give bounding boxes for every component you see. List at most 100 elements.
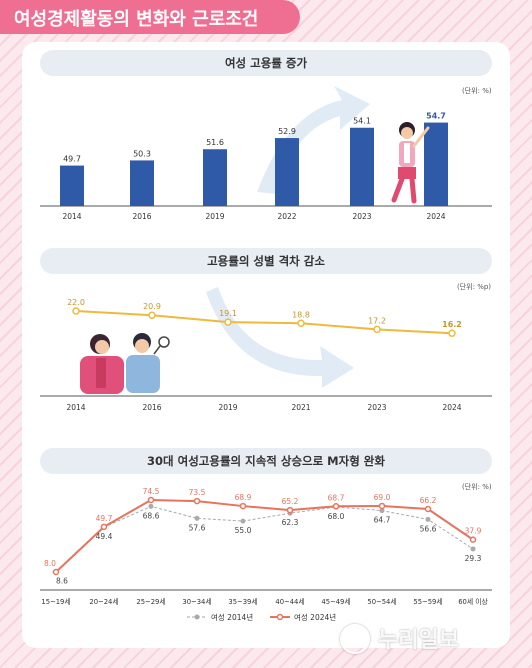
chart3-x-tick: 35~39세	[228, 597, 257, 606]
chart3-point-2024	[52, 568, 60, 576]
chart3-x-tick: 45~49세	[321, 597, 350, 606]
chart3-data-label-2014: 57.6	[189, 523, 206, 532]
chart3-data-label-2014: 62.3	[282, 518, 299, 527]
watermark: NR 누리일보	[336, 618, 516, 658]
chart3-point-2024	[424, 505, 432, 513]
chart3-unit: (단위: %)	[462, 483, 492, 491]
chart1-data-label: 50.3	[133, 149, 151, 158]
chart2-data-label: 20.9	[143, 302, 161, 311]
chart3-data-label-2024: 73.5	[189, 488, 206, 497]
illustration-arm	[412, 126, 430, 148]
chart3-data-label-2014: 49.4	[96, 532, 113, 541]
legend-2014-marker	[194, 614, 200, 620]
chart3-point-2024	[100, 523, 108, 531]
chart3-x-tick: 40~44세	[275, 597, 304, 606]
chart3-data-label-2024: 69.0	[374, 493, 391, 502]
chart3-data-label-2024: 8.0	[44, 559, 56, 568]
chart3-point-2014	[148, 503, 154, 509]
chart2-point	[297, 319, 305, 328]
illustration-shirt	[96, 358, 106, 388]
chart1-bar	[350, 127, 374, 206]
chart2-data-label: 17.2	[368, 316, 386, 325]
chart1-data-label: 54.1	[353, 117, 371, 126]
chart3-x-tick: 60세 이상	[458, 597, 488, 606]
legend-2024-marker	[276, 613, 284, 621]
watermark-logo: NR	[340, 624, 370, 654]
chart3-x-tick: 25~29세	[136, 597, 165, 606]
chart3-data-label-2014: 64.7	[374, 516, 391, 525]
illustration-shirt	[404, 143, 410, 163]
chart1-bar	[60, 165, 84, 206]
legend-2024-label: 여성 2024년	[294, 612, 336, 622]
watermark-text: 누리일보	[378, 628, 459, 653]
chart3-point-2024	[332, 503, 340, 510]
decrease-arrow-decoration	[206, 287, 354, 388]
chart2-line	[75, 310, 453, 335]
chart1-x-tick: 2019	[205, 212, 224, 221]
chart2-x-tick: 2021	[291, 403, 310, 412]
chart3-line-2014	[55, 505, 474, 572]
illustration-face	[401, 127, 413, 139]
chart1-x-tick: 2014	[62, 212, 81, 221]
chart3-point-2024	[469, 536, 477, 543]
chart3-x-tick: 15~19세	[41, 597, 70, 606]
chart1-title: 여성 고용률 증가	[40, 50, 492, 76]
chart2-data-label: 22.0	[67, 298, 85, 307]
chart3-point-2014	[470, 546, 476, 552]
chart2-x-tick: 2024	[442, 403, 461, 412]
chart2-data-label: 16.2	[442, 320, 462, 329]
illustration-skirt	[398, 167, 416, 179]
chart1-x-tick: 2024	[426, 212, 445, 221]
legend-2014-label: 여성 2014년	[211, 612, 253, 622]
chart3-point-2024	[147, 496, 155, 504]
chart3-point-2024	[286, 506, 294, 514]
chart1-x-tick: 2023	[352, 212, 371, 221]
chart1-data-label: 51.6	[206, 138, 224, 147]
chart3-point-2014	[194, 515, 200, 521]
chart2-data-label: 18.8	[292, 310, 310, 319]
woman-pointing-illustration	[391, 122, 430, 204]
chart2-point	[373, 325, 381, 334]
chart3-point-2014	[240, 518, 246, 524]
chart2-x-tick: 2019	[218, 403, 237, 412]
chart2-point	[224, 318, 232, 326]
chart3-data-label-2014: 56.6	[420, 524, 437, 533]
illustration-face	[95, 340, 109, 354]
illustration-leg	[409, 176, 417, 204]
title-banner: 여성경제활동의 변화와 근로조건	[0, 0, 300, 34]
chart2-x-tick: 2016	[142, 403, 161, 412]
chart1-data-label: 49.7	[63, 155, 81, 164]
magnifier-handle	[153, 345, 161, 355]
chart3-line-2024	[55, 498, 474, 573]
chart2-x-tick: 2014	[66, 403, 85, 412]
chart3-x-tick: 55~59세	[413, 597, 442, 606]
chart3-data-label-2014: 68.6	[143, 511, 160, 520]
page-title: 여성경제활동의 변화와 근로조건	[14, 9, 259, 30]
chart3-data-label-2024: 68.9	[235, 493, 252, 502]
chart2-data-label: 19.1	[219, 309, 237, 318]
chart3-data-label-2014: 8.6	[56, 576, 68, 585]
chart2-point	[448, 329, 456, 337]
chart3-point-2014	[379, 508, 385, 514]
chart2-unit: (단위: %p)	[457, 283, 492, 291]
chart3-data-label-2024: 74.5	[143, 487, 160, 496]
chart3-point-2024	[378, 502, 386, 510]
chart2-title: 고용률의 성별 격차 감소	[40, 248, 492, 274]
chart3-x-tick: 20~24세	[89, 597, 118, 606]
chart1-data-label: 52.9	[278, 127, 296, 136]
illustration-shirt	[126, 355, 160, 393]
chart1-x-tick: 2022	[277, 212, 296, 221]
chart3-data-label-2024: 68.7	[328, 493, 345, 502]
chart3-data-label-2014: 29.3	[465, 554, 482, 563]
chart1-bar	[424, 122, 448, 206]
chart1-bar	[130, 160, 154, 206]
content-card: 여성 고용률 증가 (단위: %) 고용률의 성별 격차 감소 (단위: %p)…	[22, 42, 510, 648]
chart3-data-label-2024: 66.2	[420, 496, 437, 505]
two-people-illustration	[80, 333, 170, 394]
illustration-leg	[391, 176, 405, 203]
chart3-x-tick: 30~34세	[182, 597, 211, 606]
chart3-point-2014	[425, 516, 431, 522]
chart3-data-label-2024: 65.2	[282, 497, 299, 506]
chart2-x-tick: 2023	[367, 403, 386, 412]
